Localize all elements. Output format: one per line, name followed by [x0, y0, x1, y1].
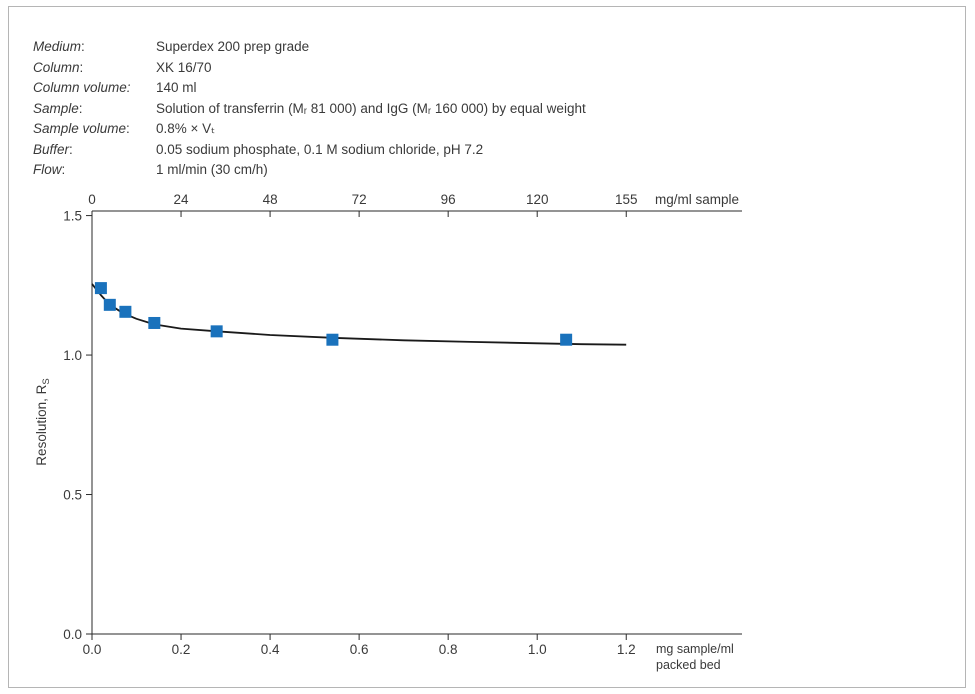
y-axis-title-main: Resolution, R — [34, 384, 49, 465]
condition-label-colon: : — [79, 59, 84, 75]
condition-label: Column volume: — [33, 80, 131, 95]
condition-label: Column: — [33, 59, 84, 75]
x-tick-label: 1.2 — [617, 642, 636, 657]
data-point — [326, 333, 339, 346]
x-axis-title-line2: packed bed — [656, 658, 721, 672]
condition-label: Flow: — [33, 162, 66, 177]
condition-label: Sample: — [33, 100, 83, 116]
condition-label-colon: : — [126, 121, 130, 136]
y-tick-label: 1.0 — [63, 348, 82, 363]
condition-label: Buffer: — [33, 141, 73, 157]
data-point — [560, 333, 573, 346]
condition-label-colon: : — [78, 100, 83, 116]
x-tick-label: 0.4 — [261, 642, 280, 657]
condition-value: XK 16/70 — [156, 59, 212, 75]
x-axis-title-line1: mg sample/ml — [656, 642, 734, 656]
y-axis-title-subscript: S — [41, 378, 52, 384]
condition-value: 0.8% × Vₜ — [156, 121, 216, 136]
condition-label-colon: : — [61, 162, 66, 177]
condition-label: Medium: — [33, 39, 85, 54]
condition-value: Solution of transferrin (Mᵣ 81 000) and … — [156, 100, 586, 116]
data-point — [94, 282, 107, 295]
y-axis-title: Resolution, RS — [34, 378, 52, 465]
x-tick-label: 0.0 — [83, 642, 102, 657]
condition-value: 140 ml — [156, 80, 197, 95]
x-tick-label: 0.2 — [172, 642, 191, 657]
data-point — [103, 298, 116, 311]
condition-label-colon: : — [69, 141, 73, 157]
top-tick-label: 72 — [352, 192, 367, 207]
condition-value: 0.05 sodium phosphate, 0.1 M sodium chlo… — [156, 141, 484, 157]
x-tick-label: 0.6 — [350, 642, 369, 657]
condition-value: 1 ml/min (30 cm/h) — [156, 162, 268, 177]
top-tick-label: 155 — [615, 192, 638, 207]
top-tick-label: 0 — [88, 192, 96, 207]
data-point — [119, 305, 132, 318]
condition-label: Sample volume: — [33, 121, 130, 136]
fit-curve — [91, 283, 627, 346]
top-axis-title: mg/ml sample — [655, 192, 739, 207]
figure-frame — [8, 6, 966, 688]
top-tick-label: 48 — [263, 192, 278, 207]
x-tick-label: 1.0 — [528, 642, 547, 657]
y-tick-label: 0.5 — [63, 488, 82, 503]
y-tick-label: 0.0 — [63, 627, 82, 642]
condition-value: Superdex 200 prep grade — [156, 39, 310, 54]
top-tick-label: 24 — [174, 192, 190, 207]
condition-label-colon: : — [81, 39, 85, 54]
y-tick-label: 1.5 — [63, 209, 82, 224]
top-tick-label: 96 — [441, 192, 456, 207]
data-point — [210, 325, 223, 338]
data-point — [148, 316, 161, 329]
x-tick-label: 0.8 — [439, 642, 458, 657]
top-tick-label: 120 — [526, 192, 549, 207]
